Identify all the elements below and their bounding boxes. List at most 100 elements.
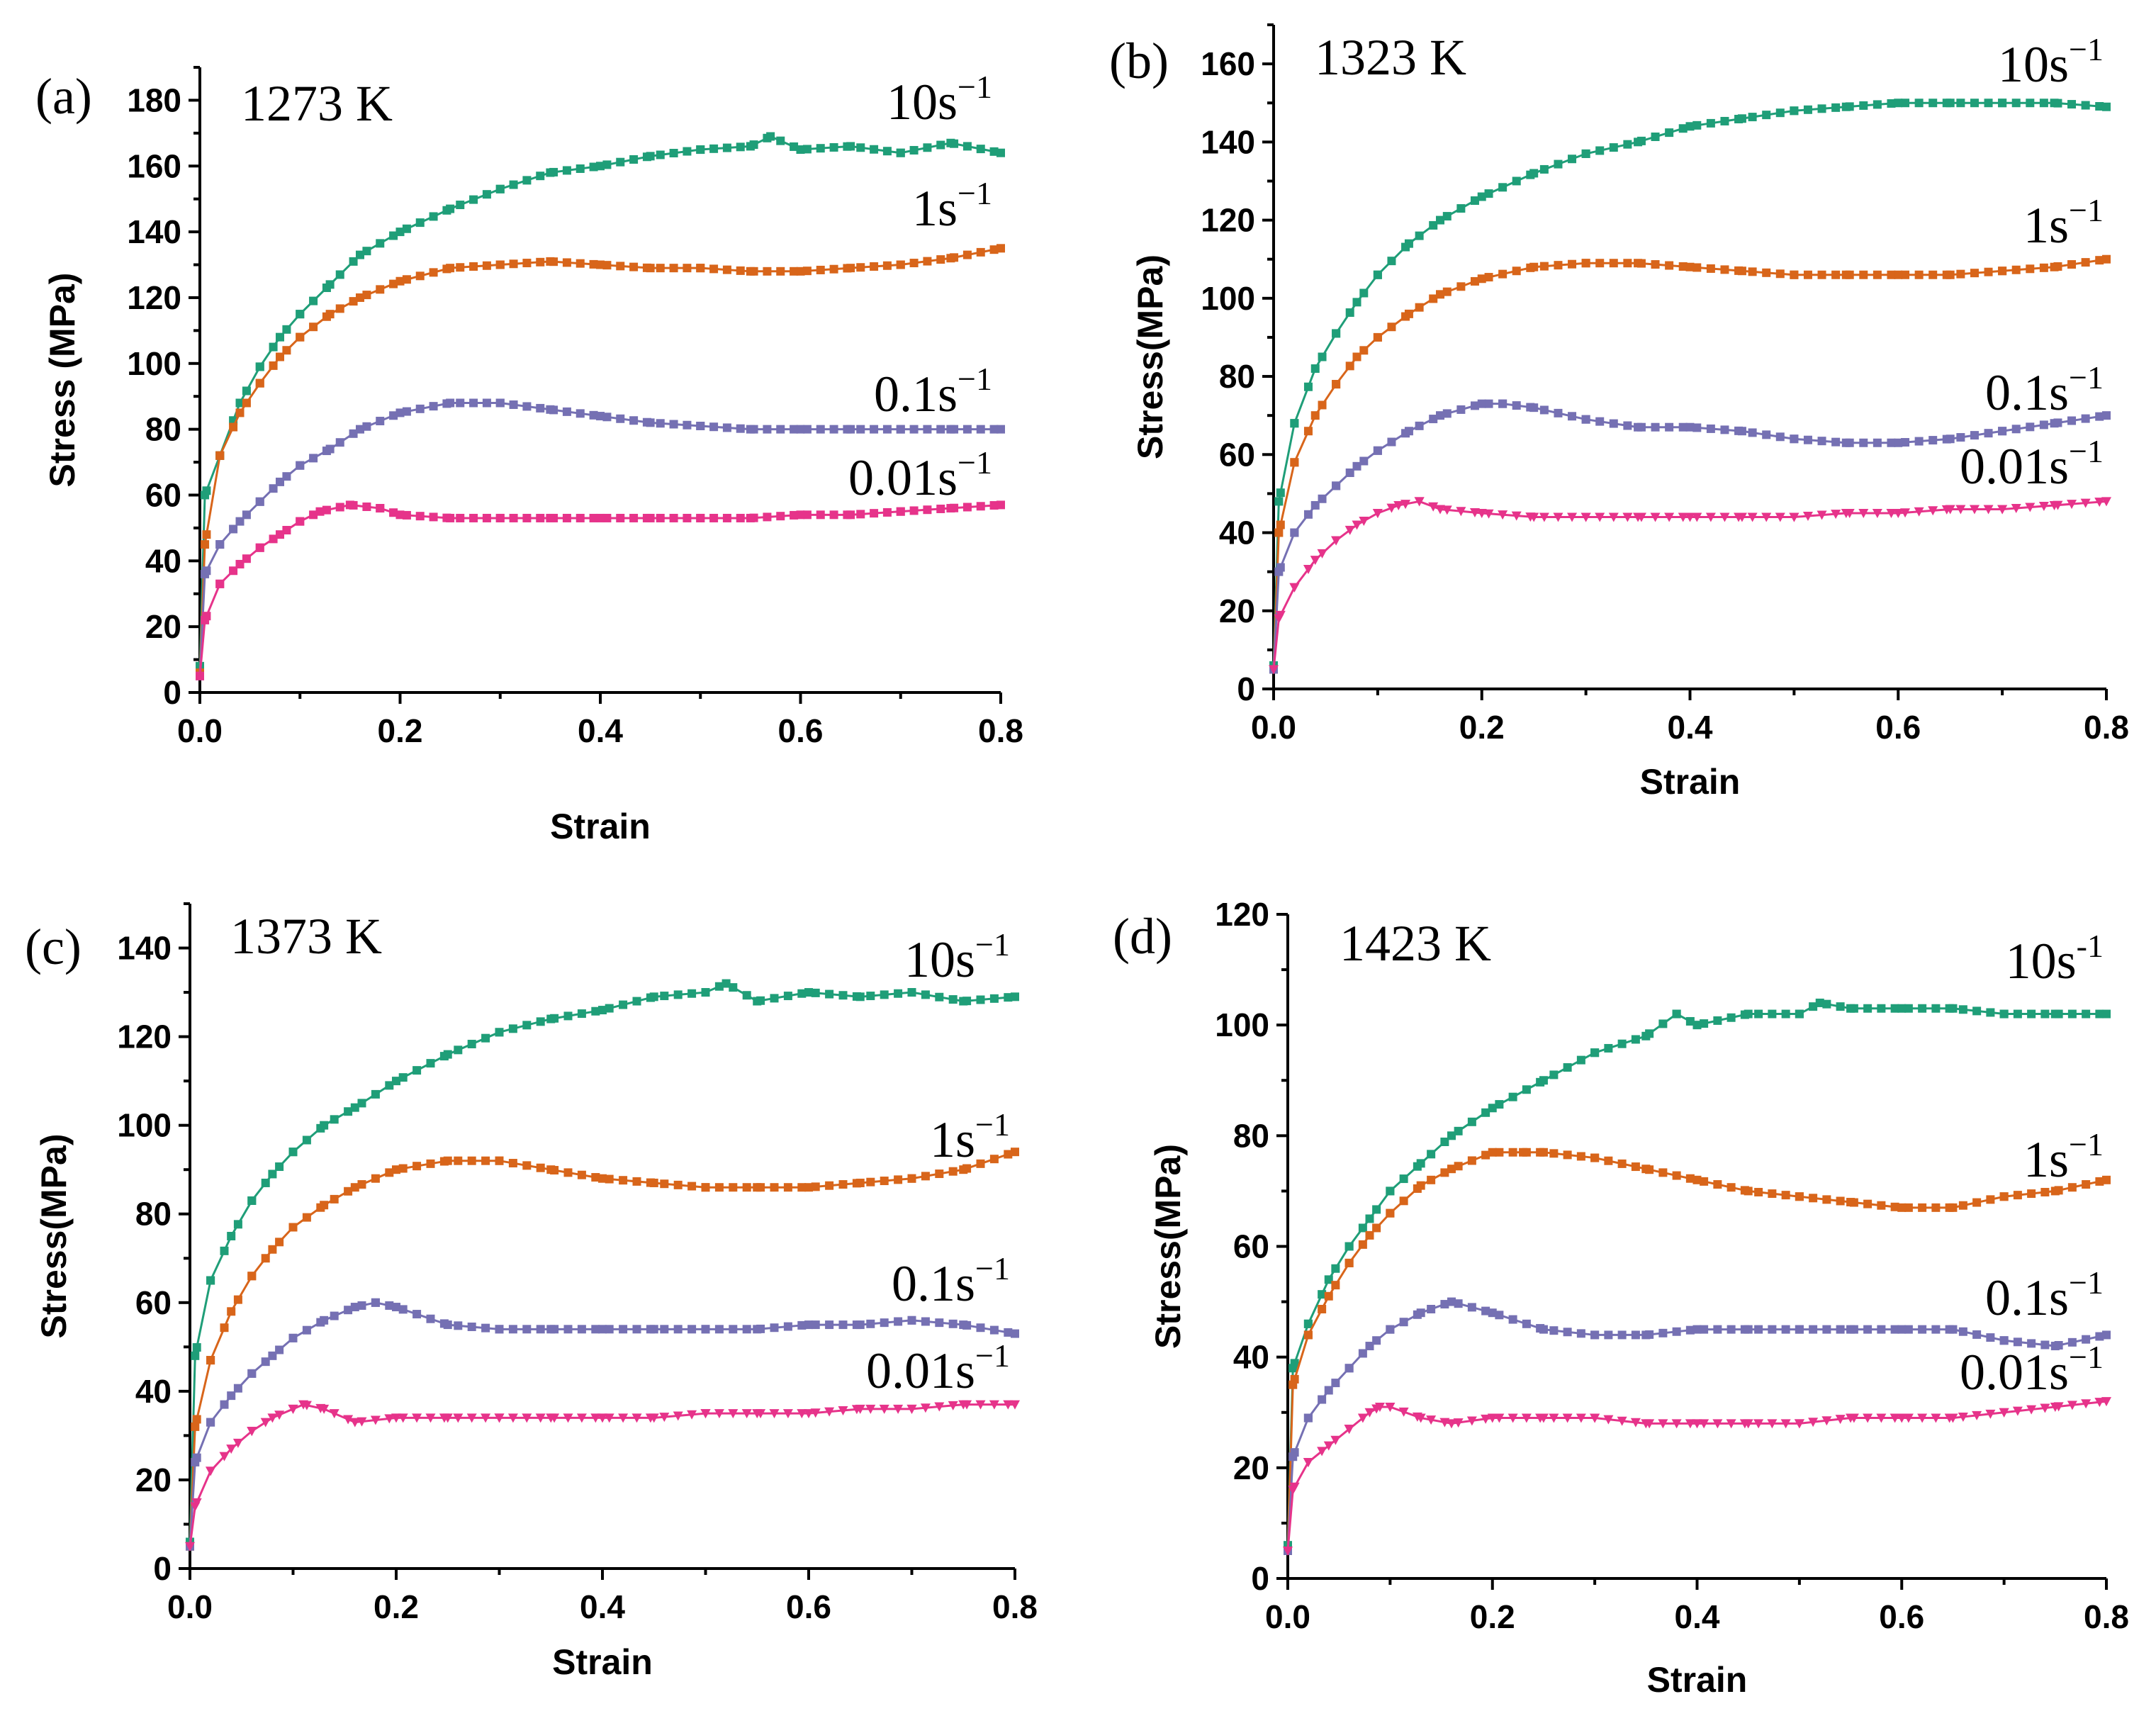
data-point	[1488, 1104, 1497, 1113]
y-tick-label: 20	[135, 1462, 172, 1498]
data-marker	[1604, 1043, 1613, 1053]
data-marker	[1426, 1415, 1437, 1425]
data-point	[546, 405, 555, 414]
data-point	[185, 1542, 195, 1552]
data-point	[696, 513, 705, 522]
data-point	[395, 408, 405, 417]
data-point	[1324, 1291, 1333, 1301]
y-tick-label: 100	[127, 345, 181, 382]
data-point	[446, 204, 455, 213]
data-marker	[402, 224, 411, 233]
data-point	[1897, 1413, 1907, 1423]
data-marker	[811, 988, 820, 997]
data-marker	[838, 1320, 848, 1330]
data-marker	[220, 1400, 229, 1409]
data-marker	[329, 1409, 339, 1419]
data-marker	[481, 1156, 490, 1165]
y-tick-label: 60	[145, 476, 181, 513]
y-tick-label: 0	[1251, 1560, 1269, 1597]
data-marker	[894, 1175, 903, 1184]
data-point	[1815, 998, 1824, 1007]
data-point	[1641, 1419, 1651, 1429]
x-tick-label: 0.4	[1675, 1598, 1720, 1635]
data-marker	[790, 510, 799, 520]
data-marker	[509, 180, 518, 189]
data-marker	[989, 147, 999, 156]
series-line	[1272, 101, 2107, 666]
data-marker	[349, 429, 358, 438]
strain-rate-label: 0.1s−1	[892, 1250, 1010, 1312]
data-point	[325, 280, 335, 289]
data-marker	[1549, 1413, 1559, 1423]
data-point	[701, 988, 710, 997]
data-marker	[1748, 428, 1757, 437]
data-point	[1415, 1413, 1426, 1423]
data-point	[1404, 309, 1413, 318]
data-point	[2102, 1175, 2111, 1184]
data-marker	[2011, 265, 2021, 274]
data-marker	[309, 322, 318, 332]
data-marker	[1873, 438, 1882, 447]
data-marker	[1956, 433, 1965, 442]
data-marker	[425, 1413, 436, 1423]
data-marker	[357, 1301, 366, 1310]
data-marker	[1442, 287, 1452, 296]
data-marker	[894, 1317, 903, 1326]
data-marker	[1508, 1315, 1517, 1324]
data-marker	[602, 413, 612, 422]
data-marker	[482, 261, 491, 270]
data-marker	[1768, 1189, 1777, 1199]
data-marker	[1330, 1435, 1341, 1445]
data-marker	[522, 513, 532, 522]
data-marker	[415, 404, 425, 413]
data-marker	[563, 1325, 573, 1334]
data-point	[201, 540, 210, 549]
strain-rate-label: 0.1s−1	[1985, 1264, 2104, 1326]
data-marker	[1887, 270, 1896, 279]
data-marker	[1972, 1006, 1982, 1016]
data-marker	[1781, 1191, 1790, 1200]
data-marker	[829, 510, 838, 520]
data-marker	[976, 247, 985, 257]
data-point	[298, 1400, 309, 1410]
data-marker	[1399, 1318, 1408, 1327]
data-marker	[456, 263, 465, 272]
data-marker	[1904, 1325, 1913, 1334]
data-marker	[522, 176, 532, 185]
data-point	[350, 1303, 359, 1312]
x-tick-label: 0.0	[1265, 1598, 1310, 1635]
strain-rate-label: 1s−1	[2023, 192, 2104, 254]
data-point	[1447, 1297, 1456, 1306]
strain-rate-label: 10s−1	[887, 69, 992, 130]
data-marker	[536, 513, 545, 522]
data-point	[276, 352, 284, 361]
data-marker	[1429, 415, 1438, 424]
series-10s-per-second	[196, 132, 1005, 671]
data-marker	[456, 398, 465, 408]
data-marker	[1498, 510, 1508, 520]
data-marker	[632, 1177, 641, 1186]
data-marker	[1595, 512, 1605, 522]
data-marker	[1609, 259, 1618, 268]
data-point	[443, 1156, 452, 1165]
data-marker	[1972, 1410, 1982, 1420]
data-point	[1538, 1413, 1549, 1423]
data-marker	[275, 1345, 284, 1354]
data-marker	[429, 402, 438, 411]
data-point	[1744, 1009, 1753, 1019]
data-marker	[1453, 1418, 1464, 1428]
strain-rate-label: 0.01s−1	[866, 1337, 1010, 1399]
data-marker	[1958, 1327, 1967, 1336]
data-marker	[1553, 512, 1563, 522]
data-marker	[269, 361, 278, 370]
data-point	[1352, 520, 1362, 530]
data-marker	[769, 1409, 780, 1419]
data-point	[1634, 138, 1643, 147]
data-point	[959, 1320, 968, 1330]
data-point	[649, 992, 658, 1002]
data-marker	[989, 425, 999, 434]
data-marker	[1442, 212, 1452, 221]
strain-rate-label: 0.01s−1	[1960, 1339, 2104, 1401]
data-marker	[220, 1323, 229, 1333]
